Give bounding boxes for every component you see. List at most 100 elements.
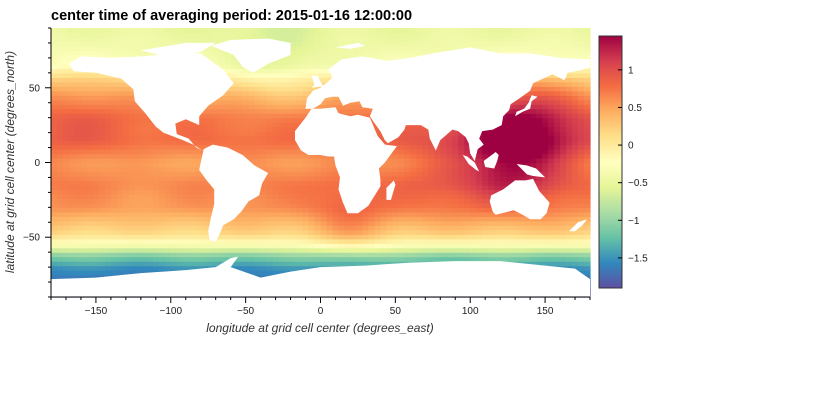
heatmap-cell — [128, 135, 136, 141]
heatmap-cell — [236, 211, 244, 217]
heatmap-cell — [284, 90, 292, 96]
heatmap-cell — [86, 252, 94, 258]
heatmap-cell — [578, 126, 585, 132]
heatmap-cell — [116, 234, 124, 240]
heatmap-cell — [158, 193, 166, 199]
heatmap-cell — [446, 140, 453, 146]
heatmap-cell — [470, 220, 477, 226]
heatmap-cell — [566, 189, 573, 195]
heatmap-cell — [200, 234, 208, 240]
heatmap-cell — [548, 229, 555, 235]
heatmap-cell — [494, 144, 501, 150]
heatmap-cell — [68, 270, 76, 276]
heatmap-cell — [164, 158, 172, 164]
heatmap-cell — [188, 202, 196, 208]
heatmap-cell — [434, 184, 441, 190]
heatmap-cell — [80, 238, 88, 244]
heatmap-cell — [494, 180, 501, 186]
heatmap-cell — [506, 256, 513, 262]
heatmap-cell — [56, 261, 64, 267]
heatmap-cell — [206, 122, 214, 128]
heatmap-cell — [140, 193, 148, 199]
heatmap-cell — [134, 193, 142, 199]
heatmap-cell — [68, 265, 76, 271]
heatmap-cell — [92, 261, 100, 267]
heatmap-cell — [506, 122, 513, 128]
heatmap-cell — [584, 166, 591, 173]
heatmap-cell — [206, 211, 214, 217]
heatmap-cell — [51, 256, 58, 262]
heatmap-cell — [122, 144, 130, 150]
heatmap-cell — [278, 72, 286, 78]
heatmap-cell — [314, 180, 322, 186]
heatmap-cell — [368, 202, 375, 208]
heatmap-cell — [536, 229, 543, 235]
heatmap-cell — [578, 225, 585, 231]
heatmap-cell — [164, 220, 172, 226]
plot-area[interactable] — [51, 28, 591, 298]
heatmap-cell — [314, 256, 322, 262]
heatmap-cell — [80, 198, 88, 204]
heatmap-cell — [530, 140, 537, 146]
heatmap-cell — [350, 247, 358, 253]
heatmap-cell — [56, 90, 64, 96]
heatmap-cell — [386, 171, 393, 177]
heatmap-cell — [146, 247, 154, 253]
heatmap-cell — [500, 211, 507, 217]
heatmap-cell — [494, 229, 501, 235]
heatmap-cell — [278, 229, 286, 235]
heatmap-cell — [248, 108, 256, 114]
heatmap-cell — [578, 158, 585, 164]
heatmap-cell — [194, 211, 202, 217]
heatmap-cell — [51, 77, 58, 83]
heatmap-cell — [242, 135, 250, 141]
heatmap-cell — [572, 135, 579, 141]
heatmap-cell — [386, 50, 393, 56]
heatmap-cell — [518, 175, 525, 182]
heatmap-cell — [218, 95, 226, 101]
heatmap-cell — [188, 166, 196, 173]
heatmap-cell — [242, 207, 250, 213]
heatmap-cell — [452, 144, 459, 150]
heatmap-cell — [104, 113, 112, 119]
heatmap-cell — [110, 198, 118, 204]
heatmap-cell — [512, 166, 519, 173]
heatmap-cell — [392, 54, 399, 60]
heatmap-cell — [374, 256, 381, 262]
heatmap-cell — [566, 158, 573, 164]
heatmap-cell — [566, 95, 573, 101]
heatmap-cell — [476, 216, 483, 222]
heatmap-cell — [80, 180, 88, 186]
heatmap-cell — [494, 256, 501, 262]
heatmap-cell — [152, 265, 160, 271]
heatmap-cell — [56, 54, 64, 60]
heatmap-cell — [476, 256, 483, 262]
heatmap-cell — [128, 238, 136, 244]
heatmap-cell — [134, 108, 142, 114]
heatmap-cell — [320, 54, 328, 60]
heatmap-cell — [326, 77, 334, 83]
heatmap-cell — [206, 104, 214, 110]
heatmap-cell — [482, 229, 489, 235]
heatmap-cell — [260, 77, 268, 83]
heatmap-cell — [572, 50, 579, 56]
heatmap-cell — [416, 149, 423, 155]
heatmap-cell — [188, 175, 196, 182]
heatmap-cell — [464, 184, 471, 190]
heatmap-cell — [140, 184, 148, 190]
heatmap-cell — [560, 238, 567, 244]
heatmap-cell — [392, 171, 399, 177]
heatmap-cell — [560, 108, 567, 114]
heatmap-cell — [578, 198, 585, 204]
heatmap-cell — [176, 247, 184, 253]
heatmap-cell — [122, 113, 130, 119]
heatmap-cell — [572, 198, 579, 204]
heatmap-cell — [206, 247, 214, 253]
heatmap-cell — [428, 153, 435, 159]
heatmap-cell — [284, 77, 292, 83]
heatmap-cell — [350, 220, 358, 226]
heatmap-cell — [560, 50, 567, 56]
heatmap-cell — [164, 225, 172, 231]
heatmap-cell — [284, 135, 292, 141]
heatmap-cell — [524, 144, 531, 150]
